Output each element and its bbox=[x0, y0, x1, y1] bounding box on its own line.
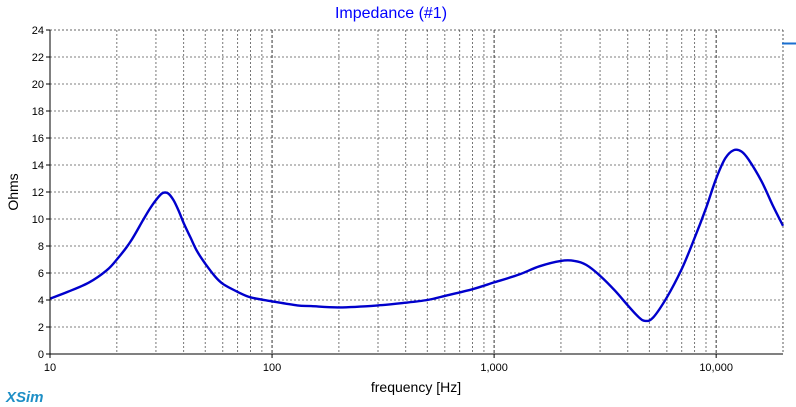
series-layer bbox=[49, 148, 785, 323]
y-tick-label: 8 bbox=[38, 241, 44, 253]
x-tick-label: 100 bbox=[263, 362, 281, 374]
grid-lines bbox=[50, 30, 783, 354]
xsim-logo: XSim bbox=[5, 389, 44, 406]
x-tick-label: 10,000 bbox=[699, 362, 733, 374]
x-axis-title: frequency [Hz] bbox=[371, 379, 461, 395]
y-axis-title: Ohms bbox=[5, 173, 21, 210]
chart-title: Impedance (#1) bbox=[335, 5, 447, 22]
y-tick-label: 10 bbox=[32, 214, 44, 226]
x-tick-label: 10 bbox=[44, 362, 56, 374]
y-tick-label: 20 bbox=[32, 79, 44, 91]
x-tick-labels: 10 100 1,000 10,000 bbox=[44, 354, 733, 374]
y-tick-label: 4 bbox=[38, 295, 44, 307]
y-tick-label: 22 bbox=[32, 52, 44, 64]
y-tick-label: 16 bbox=[32, 133, 44, 145]
impedance-series-line bbox=[49, 148, 785, 323]
y-tick-label: 6 bbox=[38, 268, 44, 280]
y-tick-label: 24 bbox=[32, 25, 44, 37]
y-tick-label: 18 bbox=[32, 106, 44, 118]
y-tick-label: 2 bbox=[38, 322, 44, 334]
y-tick-label: 12 bbox=[32, 187, 44, 199]
y-tick-label: 0 bbox=[38, 349, 44, 361]
x-tick-label: 1,000 bbox=[480, 362, 508, 374]
y-tick-label: 14 bbox=[32, 160, 44, 172]
plot-area bbox=[50, 30, 783, 354]
